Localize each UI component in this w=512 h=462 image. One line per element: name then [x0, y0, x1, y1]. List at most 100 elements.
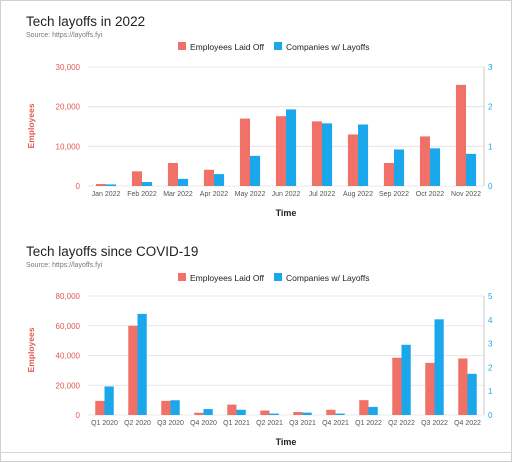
bar-companies-with-layoffs	[106, 184, 117, 186]
bar-companies-with-layoffs	[466, 153, 477, 186]
bar-companies-with-layoffs	[269, 413, 279, 415]
x-tick-label: Jun 2022	[272, 191, 301, 198]
chart-plot: 0 20,000 40,000 60,000 80,000 0 1 2 3 4 5 Q1 2020 Q2…	[26, 273, 493, 447]
y2-tick-label: 3	[488, 63, 493, 72]
x-tick-label: Feb 2022	[127, 191, 157, 198]
bar-companies-with-layoffs	[142, 182, 153, 186]
y2-tick-label: 1	[488, 387, 493, 396]
bar-employees-laid-off	[203, 169, 214, 186]
x-tick-label: Mar 2022	[163, 191, 193, 198]
bar-employees-laid-off	[95, 400, 105, 415]
y-axis-title: Employees	[26, 327, 36, 372]
y-tick-label: 0	[76, 411, 81, 420]
bar-employees-laid-off	[326, 409, 336, 415]
bar-employees-laid-off	[293, 412, 303, 415]
x-tick-label: Q1 2022	[355, 420, 382, 427]
bar-employees-laid-off	[167, 162, 178, 186]
x-tick-label: May 2022	[235, 191, 266, 198]
x-tick-label: Sep 2022	[379, 191, 409, 198]
chart-subtitle: Source: https://layoffs.fyi	[26, 32, 103, 39]
bar-employees-laid-off	[260, 410, 270, 415]
x-axis-title: Time	[276, 208, 297, 218]
x-tick-label: Q4 2021	[322, 420, 349, 427]
bar-companies-with-layoffs	[394, 149, 405, 186]
bottom-divider	[0, 452, 512, 453]
x-tick-label: Jan 2022	[92, 191, 121, 198]
legend-swatch-companies-with-layoffs	[274, 273, 282, 281]
bar-employees-laid-off	[359, 400, 369, 415]
y-axis-title: Employees	[26, 103, 36, 148]
y2-tick-label: 5	[488, 292, 493, 301]
x-tick-label: Q2 2020	[124, 420, 151, 427]
bar-employees-laid-off	[239, 118, 250, 186]
x-tick-label: Jul 2022	[309, 191, 336, 198]
x-tick-label: Q3 2021	[289, 420, 316, 427]
chart-subtitle: Source: https://layoffs.fyi	[26, 262, 103, 269]
bar-companies-with-layoffs	[322, 123, 333, 186]
bar-companies-with-layoffs	[302, 412, 312, 415]
x-tick-label: Q3 2020	[157, 420, 184, 427]
bar-employees-laid-off	[455, 84, 466, 186]
x-tick-label: Nov 2022	[451, 191, 481, 198]
x-tick-label: Oct 2022	[416, 191, 445, 198]
bar-companies-with-layoffs	[236, 409, 246, 415]
y2-tick-label: 1	[488, 142, 493, 151]
bar-employees-laid-off	[392, 357, 402, 415]
bar-employees-laid-off	[458, 358, 468, 415]
y-tick-label: 10,000	[56, 142, 81, 151]
x-tick-label: Q4 2022	[454, 420, 481, 427]
bar-employees-laid-off	[425, 362, 435, 415]
bar-employees-laid-off	[194, 412, 204, 415]
x-tick-label: Q1 2020	[91, 420, 118, 427]
x-tick-label: Q2 2021	[256, 420, 283, 427]
bar-employees-laid-off	[383, 162, 394, 186]
bar-companies-with-layoffs	[178, 178, 189, 186]
legend-swatch-employees-laid-off	[178, 273, 186, 281]
chart-tech-layoffs-2022: Tech layoffs in 2022 Source: https://lay…	[0, 0, 512, 230]
y-tick-label: 30,000	[56, 63, 81, 72]
bar-companies-with-layoffs	[170, 400, 180, 415]
y-tick-label: 60,000	[56, 322, 81, 331]
chart-tech-layoffs-covid: Tech layoffs since COVID-19 Source: http…	[0, 230, 512, 452]
bar-companies-with-layoffs	[137, 313, 147, 415]
bar-companies-with-layoffs	[203, 409, 213, 415]
y-tick-label: 80,000	[56, 292, 81, 301]
bar-employees-laid-off	[347, 134, 358, 186]
legend-label-companies-with-layoffs: Companies w/ Layoffs	[286, 273, 369, 283]
bar-employees-laid-off	[419, 136, 430, 186]
legend-label-companies-with-layoffs: Companies w/ Layoffs	[286, 42, 369, 52]
y2-tick-label: 3	[488, 340, 493, 349]
bar-companies-with-layoffs	[401, 344, 411, 415]
y-tick-label: 40,000	[56, 352, 81, 361]
x-tick-label: Q3 2022	[421, 420, 448, 427]
y-tick-label: 0	[76, 182, 81, 191]
bar-companies-with-layoffs	[358, 124, 369, 186]
bar-employees-laid-off	[275, 116, 286, 186]
bar-companies-with-layoffs	[250, 155, 261, 186]
y2-tick-label: 4	[488, 316, 493, 325]
bar-employees-laid-off	[161, 400, 171, 415]
legend-swatch-employees-laid-off	[178, 42, 186, 50]
y2-tick-label: 0	[488, 411, 493, 420]
bar-companies-with-layoffs	[214, 174, 225, 186]
bar-employees-laid-off	[95, 184, 106, 186]
x-tick-label: Q2 2022	[388, 420, 415, 427]
x-axis-title: Time	[276, 437, 297, 447]
bar-employees-laid-off	[128, 325, 138, 415]
bar-companies-with-layoffs	[335, 413, 345, 415]
chart-plot: 0 10,000 20,000 30,000 0 1 2 3 Jan 2022 Feb 2022 M…	[26, 42, 493, 218]
x-tick-label: Q1 2021	[223, 420, 250, 427]
legend-label-employees-laid-off: Employees Laid Off	[190, 42, 265, 52]
bar-companies-with-layoffs	[467, 373, 477, 415]
chart-title: Tech layoffs in 2022	[26, 14, 146, 29]
bar-companies-with-layoffs	[368, 406, 378, 415]
y-tick-label: 20,000	[56, 381, 81, 390]
legend-swatch-companies-with-layoffs	[274, 42, 282, 50]
y2-tick-label: 0	[488, 182, 493, 191]
y-tick-label: 20,000	[56, 103, 81, 112]
bar-companies-with-layoffs	[286, 109, 297, 186]
bar-companies-with-layoffs	[434, 319, 444, 415]
bar-employees-laid-off	[311, 121, 322, 186]
y2-tick-label: 2	[488, 363, 493, 372]
legend-label-employees-laid-off: Employees Laid Off	[190, 273, 265, 283]
